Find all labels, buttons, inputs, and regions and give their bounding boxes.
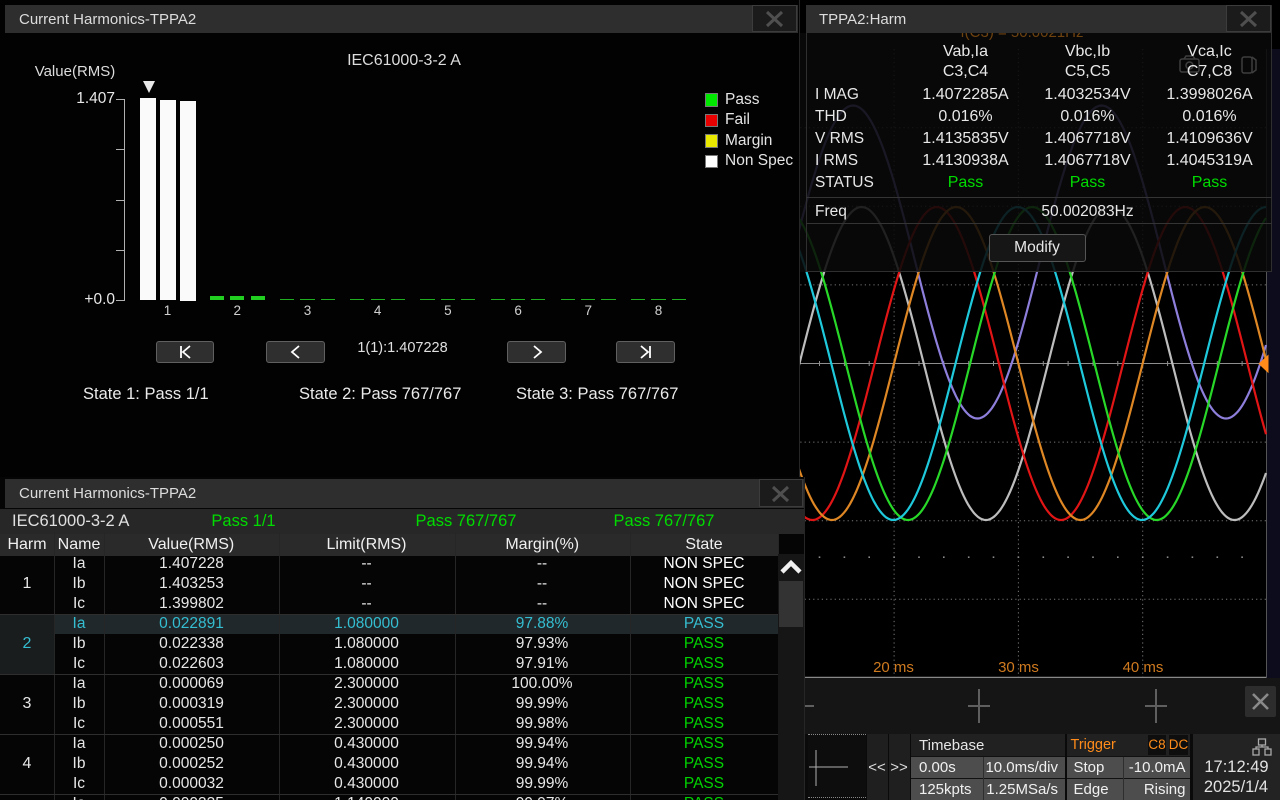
svg-text:40 ms: 40 ms: [1123, 659, 1164, 676]
svg-text:30 ms: 30 ms: [998, 659, 1039, 676]
svg-text:20 ms: 20 ms: [873, 659, 914, 676]
